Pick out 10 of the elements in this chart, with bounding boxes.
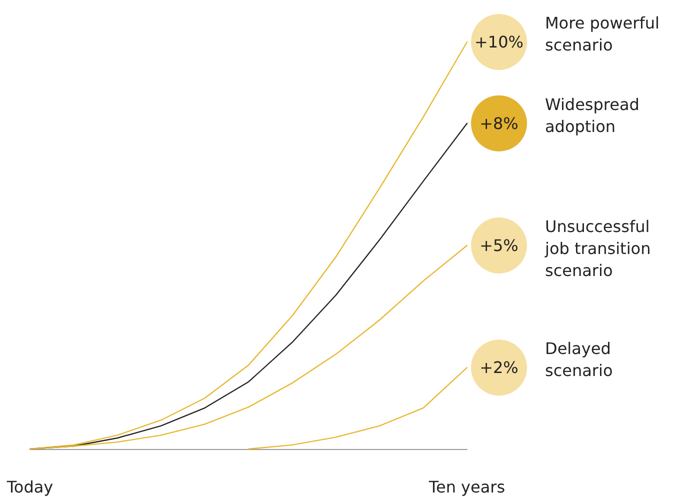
text: Widespread adoption bbox=[545, 94, 645, 136]
text: More powerful scenario bbox=[545, 14, 665, 54]
x-tick-label: Today bbox=[6, 478, 54, 496]
data-label: +2% bbox=[480, 358, 518, 378]
data-label: +5% bbox=[480, 236, 518, 255]
data-label: +8% bbox=[480, 114, 518, 133]
text: Delayed scenario bbox=[545, 339, 616, 380]
data-label: +10% bbox=[474, 32, 524, 52]
text: Unsuccessful job transition scenario bbox=[544, 217, 656, 280]
x-tick-label: Ten years bbox=[428, 478, 506, 496]
